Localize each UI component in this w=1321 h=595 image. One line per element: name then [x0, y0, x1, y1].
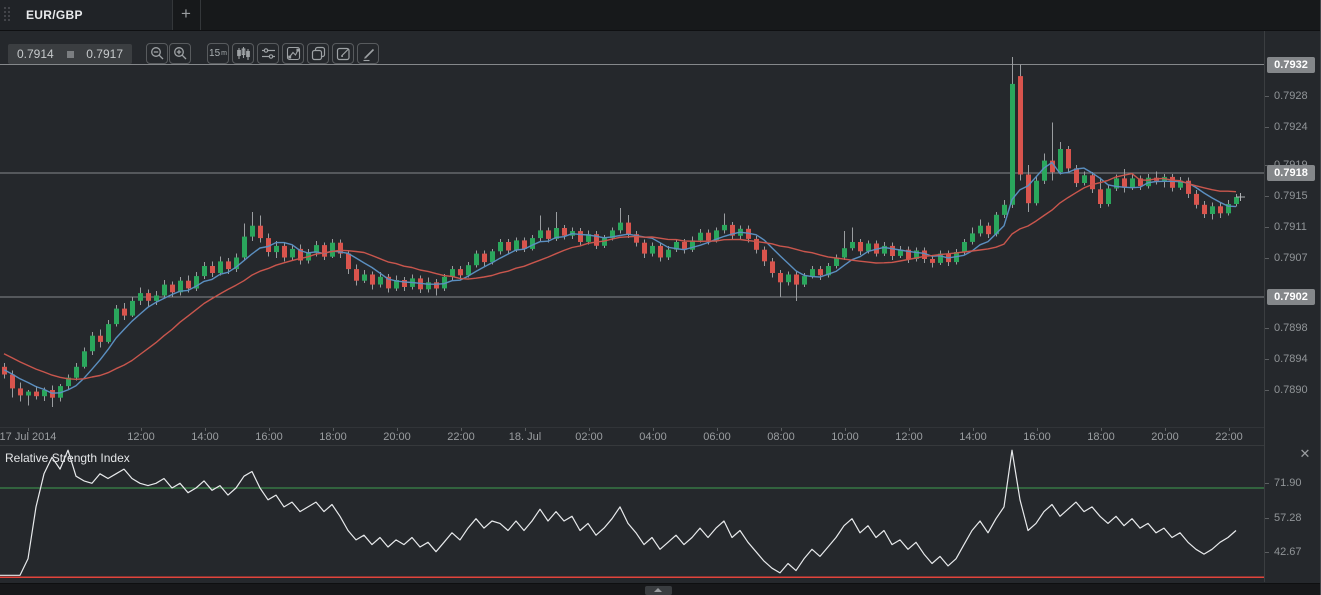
- time-tick: [1229, 428, 1230, 431]
- time-label: 08:00: [767, 431, 795, 443]
- time-label: 17 Jul 2014: [0, 431, 57, 443]
- time-label: 16:00: [255, 431, 283, 443]
- price-tick-label: 0.7924: [1274, 121, 1308, 133]
- time-label: 18. Jul: [508, 431, 542, 443]
- time-tick: [1165, 428, 1166, 431]
- price-tick: [1265, 227, 1269, 228]
- collapse-handle[interactable]: [645, 586, 672, 595]
- timeframe-button[interactable]: 15 m: [207, 43, 229, 64]
- chart-axis-divider: [0, 427, 1264, 428]
- rsi-axis-label: 57.28: [1274, 512, 1302, 524]
- tab-label: EUR/GBP: [26, 8, 83, 22]
- time-tick: [717, 428, 718, 431]
- bid-price: 0.7914: [17, 47, 54, 61]
- time-label: 22:00: [447, 431, 475, 443]
- time-tick: [28, 428, 29, 431]
- chart-type-candles-button[interactable]: [232, 43, 254, 64]
- time-label: 06:00: [703, 431, 731, 443]
- close-icon[interactable]: ✕: [1299, 446, 1311, 461]
- time-axis[interactable]: 17 Jul 2014 12:00 14:00 16:00 18:00 20:00 22:0…: [0, 428, 1264, 445]
- timeframe-value: 15: [209, 48, 221, 59]
- tab-bar: EUR/GBP +: [0, 0, 1320, 31]
- time-label: 16:00: [1023, 431, 1051, 443]
- zoom-in-button[interactable]: [169, 43, 191, 64]
- ma-slow-line: [3, 172, 1237, 380]
- ma-fast-line: [3, 161, 1237, 394]
- time-label: 22:00: [1215, 431, 1243, 443]
- price-tick: [1265, 359, 1269, 360]
- time-label: 04:00: [639, 431, 667, 443]
- duplicate-chart-button[interactable]: [307, 43, 329, 64]
- time-label: 12:00: [127, 431, 155, 443]
- time-label: 14:00: [959, 431, 987, 443]
- time-tick: [1101, 428, 1102, 431]
- time-tick: [269, 428, 270, 431]
- price-badge: 0.7932: [1267, 57, 1315, 73]
- time-tick: [397, 428, 398, 431]
- rsi-title: Relative Strength Index: [5, 451, 130, 465]
- price-tick: [1265, 96, 1269, 97]
- rsi-axis-label: 42.67: [1274, 546, 1302, 558]
- time-tick: [653, 428, 654, 431]
- chart-objects-button[interactable]: [282, 43, 304, 64]
- bottom-scroll-strip: [0, 583, 1320, 595]
- time-tick: [525, 428, 526, 431]
- collapse-arrow-icon: [654, 588, 662, 592]
- edit-annotations-button[interactable]: [332, 43, 354, 64]
- price-tick-label: 0.7890: [1274, 384, 1308, 396]
- time-tick: [141, 428, 142, 431]
- draw-pencil-button[interactable]: [357, 43, 379, 64]
- price-badge: 0.7902: [1267, 289, 1315, 305]
- spread-square-icon: [66, 50, 74, 58]
- time-label: 02:00: [575, 431, 603, 443]
- time-label: 20:00: [1151, 431, 1179, 443]
- price-tick: [1265, 390, 1269, 391]
- price-tick-label: 0.7898: [1274, 322, 1308, 334]
- time-tick: [1037, 428, 1038, 431]
- time-tick: [205, 428, 206, 431]
- time-label: 14:00: [191, 431, 219, 443]
- bid-ask-widget[interactable]: 0.7914 0.7917: [8, 44, 132, 64]
- price-axis[interactable]: 0.79280.79240.79190.79150.79110.79070.78…: [1264, 31, 1320, 582]
- price-tick: [1265, 196, 1269, 197]
- timeframe-unit: m: [221, 50, 227, 57]
- ask-price: 0.7917: [86, 47, 123, 61]
- time-label: 10:00: [831, 431, 859, 443]
- time-tick: [909, 428, 910, 431]
- price-tick-label: 0.7915: [1274, 190, 1308, 202]
- price-tick: [1265, 127, 1269, 128]
- zoom-out-button[interactable]: [146, 43, 168, 64]
- rsi-tick: [1265, 518, 1269, 519]
- new-tab-button[interactable]: +: [172, 0, 201, 30]
- time-tick: [461, 428, 462, 431]
- price-tick-label: 0.7928: [1274, 90, 1308, 102]
- indicators-button[interactable]: [257, 43, 279, 64]
- time-label: 18:00: [319, 431, 347, 443]
- drag-grip-icon[interactable]: [4, 7, 12, 23]
- time-tick: [333, 428, 334, 431]
- last-tick-marker: [1236, 193, 1245, 201]
- rsi-panel-canvas[interactable]: [0, 446, 1264, 582]
- panel-divider: [0, 445, 1264, 446]
- price-tick-label: 0.7911: [1274, 221, 1307, 233]
- time-tick: [973, 428, 974, 431]
- time-tick: [781, 428, 782, 431]
- main-chart-canvas[interactable]: [0, 31, 1264, 428]
- time-label: 12:00: [895, 431, 923, 443]
- rsi-tick: [1265, 483, 1269, 484]
- price-badge: 0.7918: [1267, 165, 1315, 181]
- time-label: 18:00: [1087, 431, 1115, 443]
- price-tick: [1265, 258, 1269, 259]
- rsi-line: [0, 449, 1237, 576]
- price-tick-label: 0.7907: [1274, 252, 1308, 264]
- tab-eurgbp[interactable]: EUR/GBP: [0, 0, 173, 30]
- price-tick: [1265, 328, 1269, 329]
- price-tick-label: 0.7894: [1274, 353, 1308, 365]
- time-tick: [845, 428, 846, 431]
- rsi-axis-label: 71.90: [1274, 477, 1302, 489]
- time-label: 20:00: [383, 431, 411, 443]
- rsi-tick: [1265, 552, 1269, 553]
- time-tick: [589, 428, 590, 431]
